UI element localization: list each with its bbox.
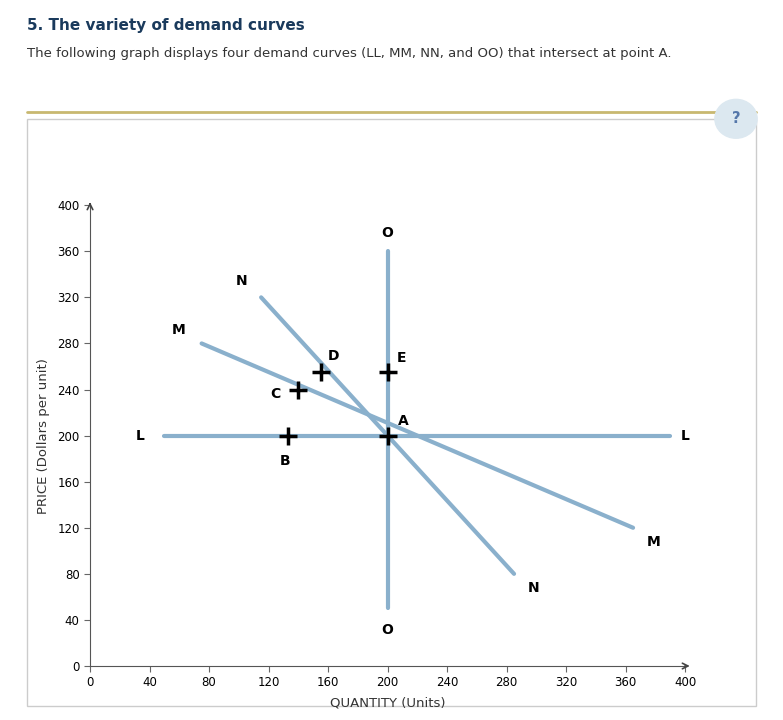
Text: O: O [381,624,394,637]
Text: The following graph displays four demand curves (LL, MM, NN, and OO) that inters: The following graph displays four demand… [27,47,672,60]
Text: A: A [398,413,409,428]
Circle shape [715,99,757,138]
Text: E: E [396,351,406,365]
X-axis label: QUANTITY (Units): QUANTITY (Units) [330,696,446,709]
Text: M: M [647,535,660,549]
Text: N: N [236,274,247,288]
Text: N: N [528,581,539,595]
Text: 5. The variety of demand curves: 5. The variety of demand curves [27,18,305,33]
Text: O: O [381,226,394,240]
Text: L: L [680,428,690,443]
Text: ?: ? [731,112,741,126]
Text: C: C [270,387,280,401]
Text: L: L [136,428,145,443]
Text: B: B [280,454,290,468]
Text: D: D [328,349,340,363]
Y-axis label: PRICE (Dollars per unit): PRICE (Dollars per unit) [38,358,50,513]
Text: M: M [171,323,186,336]
FancyBboxPatch shape [27,119,756,706]
